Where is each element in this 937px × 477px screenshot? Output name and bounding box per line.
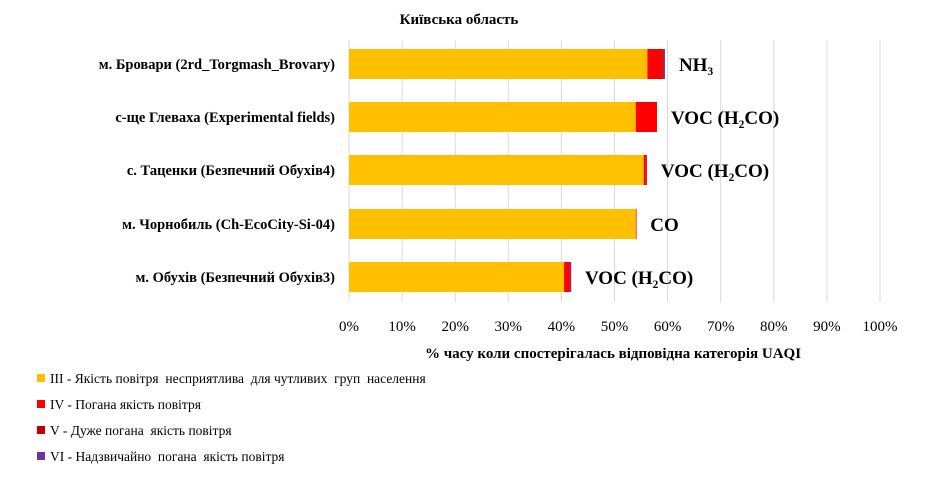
bar-annotation: VOC (H₂CO)	[671, 108, 779, 129]
bar-segment-series-3	[662, 49, 664, 79]
bar-annotation: NH₃	[679, 55, 714, 76]
bar-segment-series-1	[349, 262, 565, 292]
category-labels: м. Бровари (2rd_Torgmash_Brovary) с-ще Гл…	[99, 57, 335, 286]
category-label: м. Бровари (2rd_Torgmash_Brovary)	[99, 57, 335, 73]
legend-swatch	[37, 374, 45, 382]
bar-annotation: VOC (H₂CO)	[585, 268, 693, 289]
bar-segment-series-4	[663, 49, 665, 79]
x-tick-label: 70%	[707, 319, 735, 335]
chart-title: Київська область	[400, 12, 519, 28]
x-tick-label: 20%	[441, 319, 469, 335]
x-tick-label: 40%	[548, 319, 576, 335]
x-axis-label: % часу коли спостерігалась відповідна ка…	[425, 346, 801, 362]
bar-segment-series-1	[349, 102, 636, 132]
bar-annotations: NH₃ VOC (H₂CO) VOC (H₂CO) CO VOC (H₂CO)	[585, 55, 779, 289]
bar-segment-series-2	[564, 262, 570, 292]
x-tick-label: 80%	[760, 319, 788, 335]
bar-segment-series-3	[569, 262, 571, 292]
category-label: с-ще Глеваха (Experimental fields)	[115, 110, 335, 126]
bar-segment-series-3	[645, 155, 647, 185]
bars	[349, 49, 665, 292]
category-label: м. Чорнобиль (Ch-EcoCity-Si-04)	[122, 217, 335, 233]
category-label: с. Таценки (Безпечний Обухів4)	[127, 163, 335, 179]
legend-entry: VI - Надзвичайно погана якість повітря	[50, 449, 284, 464]
x-tick-label: 50%	[601, 319, 629, 335]
bar-segment-series-2	[643, 155, 646, 185]
legend-swatch	[37, 400, 45, 408]
legend-entry: III - Якість повітря несприятлива для чу…	[50, 371, 426, 386]
bar-segment-series-1	[349, 49, 648, 79]
bar-segment-series-4	[570, 262, 572, 292]
legend-entry: IV - Погана якість повітря	[50, 397, 201, 412]
bar-annotation: CO	[650, 215, 679, 236]
bar-annotation: VOC (H₂CO)	[661, 161, 769, 182]
legend-entry: V - Дуже погана якість повітря	[50, 423, 232, 438]
x-tick-label: 100%	[863, 319, 898, 335]
legend: III - Якість повітря несприятлива для чу…	[37, 371, 426, 464]
bar-segment-series-1	[349, 155, 644, 185]
bar-segment-series-1	[349, 209, 636, 239]
legend-swatch	[37, 426, 45, 434]
bar-segment-series-2	[635, 102, 657, 132]
bar-segment-series-2	[647, 49, 663, 79]
category-label: м. Обухів (Безпечний Обухів3)	[136, 270, 336, 286]
x-tick-label: 60%	[654, 319, 682, 335]
x-tick-label: 0%	[339, 319, 359, 335]
x-tick-labels: 0% 10% 20% 30% 40% 50% 60% 70% 80% 90% 100%	[339, 319, 898, 335]
bar-segment-series-2	[635, 209, 637, 239]
legend-swatch	[37, 452, 45, 460]
x-tick-label: 90%	[813, 319, 841, 335]
x-tick-label: 30%	[495, 319, 523, 335]
x-tick-label: 10%	[388, 319, 416, 335]
